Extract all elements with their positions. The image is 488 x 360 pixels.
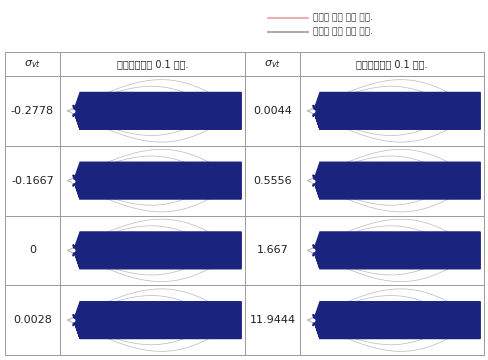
Polygon shape bbox=[312, 232, 479, 269]
Text: -0.2778: -0.2778 bbox=[11, 106, 54, 116]
Text: 0: 0 bbox=[29, 246, 36, 255]
Polygon shape bbox=[73, 232, 241, 269]
Text: 0.5556: 0.5556 bbox=[253, 176, 291, 186]
Polygon shape bbox=[73, 93, 241, 129]
Polygon shape bbox=[312, 93, 479, 129]
Polygon shape bbox=[73, 162, 241, 199]
Text: $\sigma_{vt}$: $\sigma_{vt}$ bbox=[24, 58, 41, 70]
Text: 11.9444: 11.9444 bbox=[249, 315, 295, 325]
Text: 해석에 의한 공동 영역.: 해석에 의한 공동 영역. bbox=[312, 13, 372, 22]
Text: $\sigma_{vt}$: $\sigma_{vt}$ bbox=[264, 58, 281, 70]
Polygon shape bbox=[312, 302, 479, 338]
Polygon shape bbox=[73, 302, 241, 338]
Polygon shape bbox=[312, 162, 479, 199]
Text: 1.667: 1.667 bbox=[256, 246, 288, 255]
Text: 0.0028: 0.0028 bbox=[13, 315, 52, 325]
Text: 공기체적분율 0.1 기준.: 공기체적분율 0.1 기준. bbox=[117, 59, 188, 69]
Text: -0.1667: -0.1667 bbox=[11, 176, 54, 186]
Text: 실험에 의한 공동 영역.: 실험에 의한 공동 영역. bbox=[312, 27, 372, 36]
Text: 0.0044: 0.0044 bbox=[253, 106, 291, 116]
Text: 공기체적분율 0.1 기준.: 공기체적분율 0.1 기준. bbox=[356, 59, 427, 69]
